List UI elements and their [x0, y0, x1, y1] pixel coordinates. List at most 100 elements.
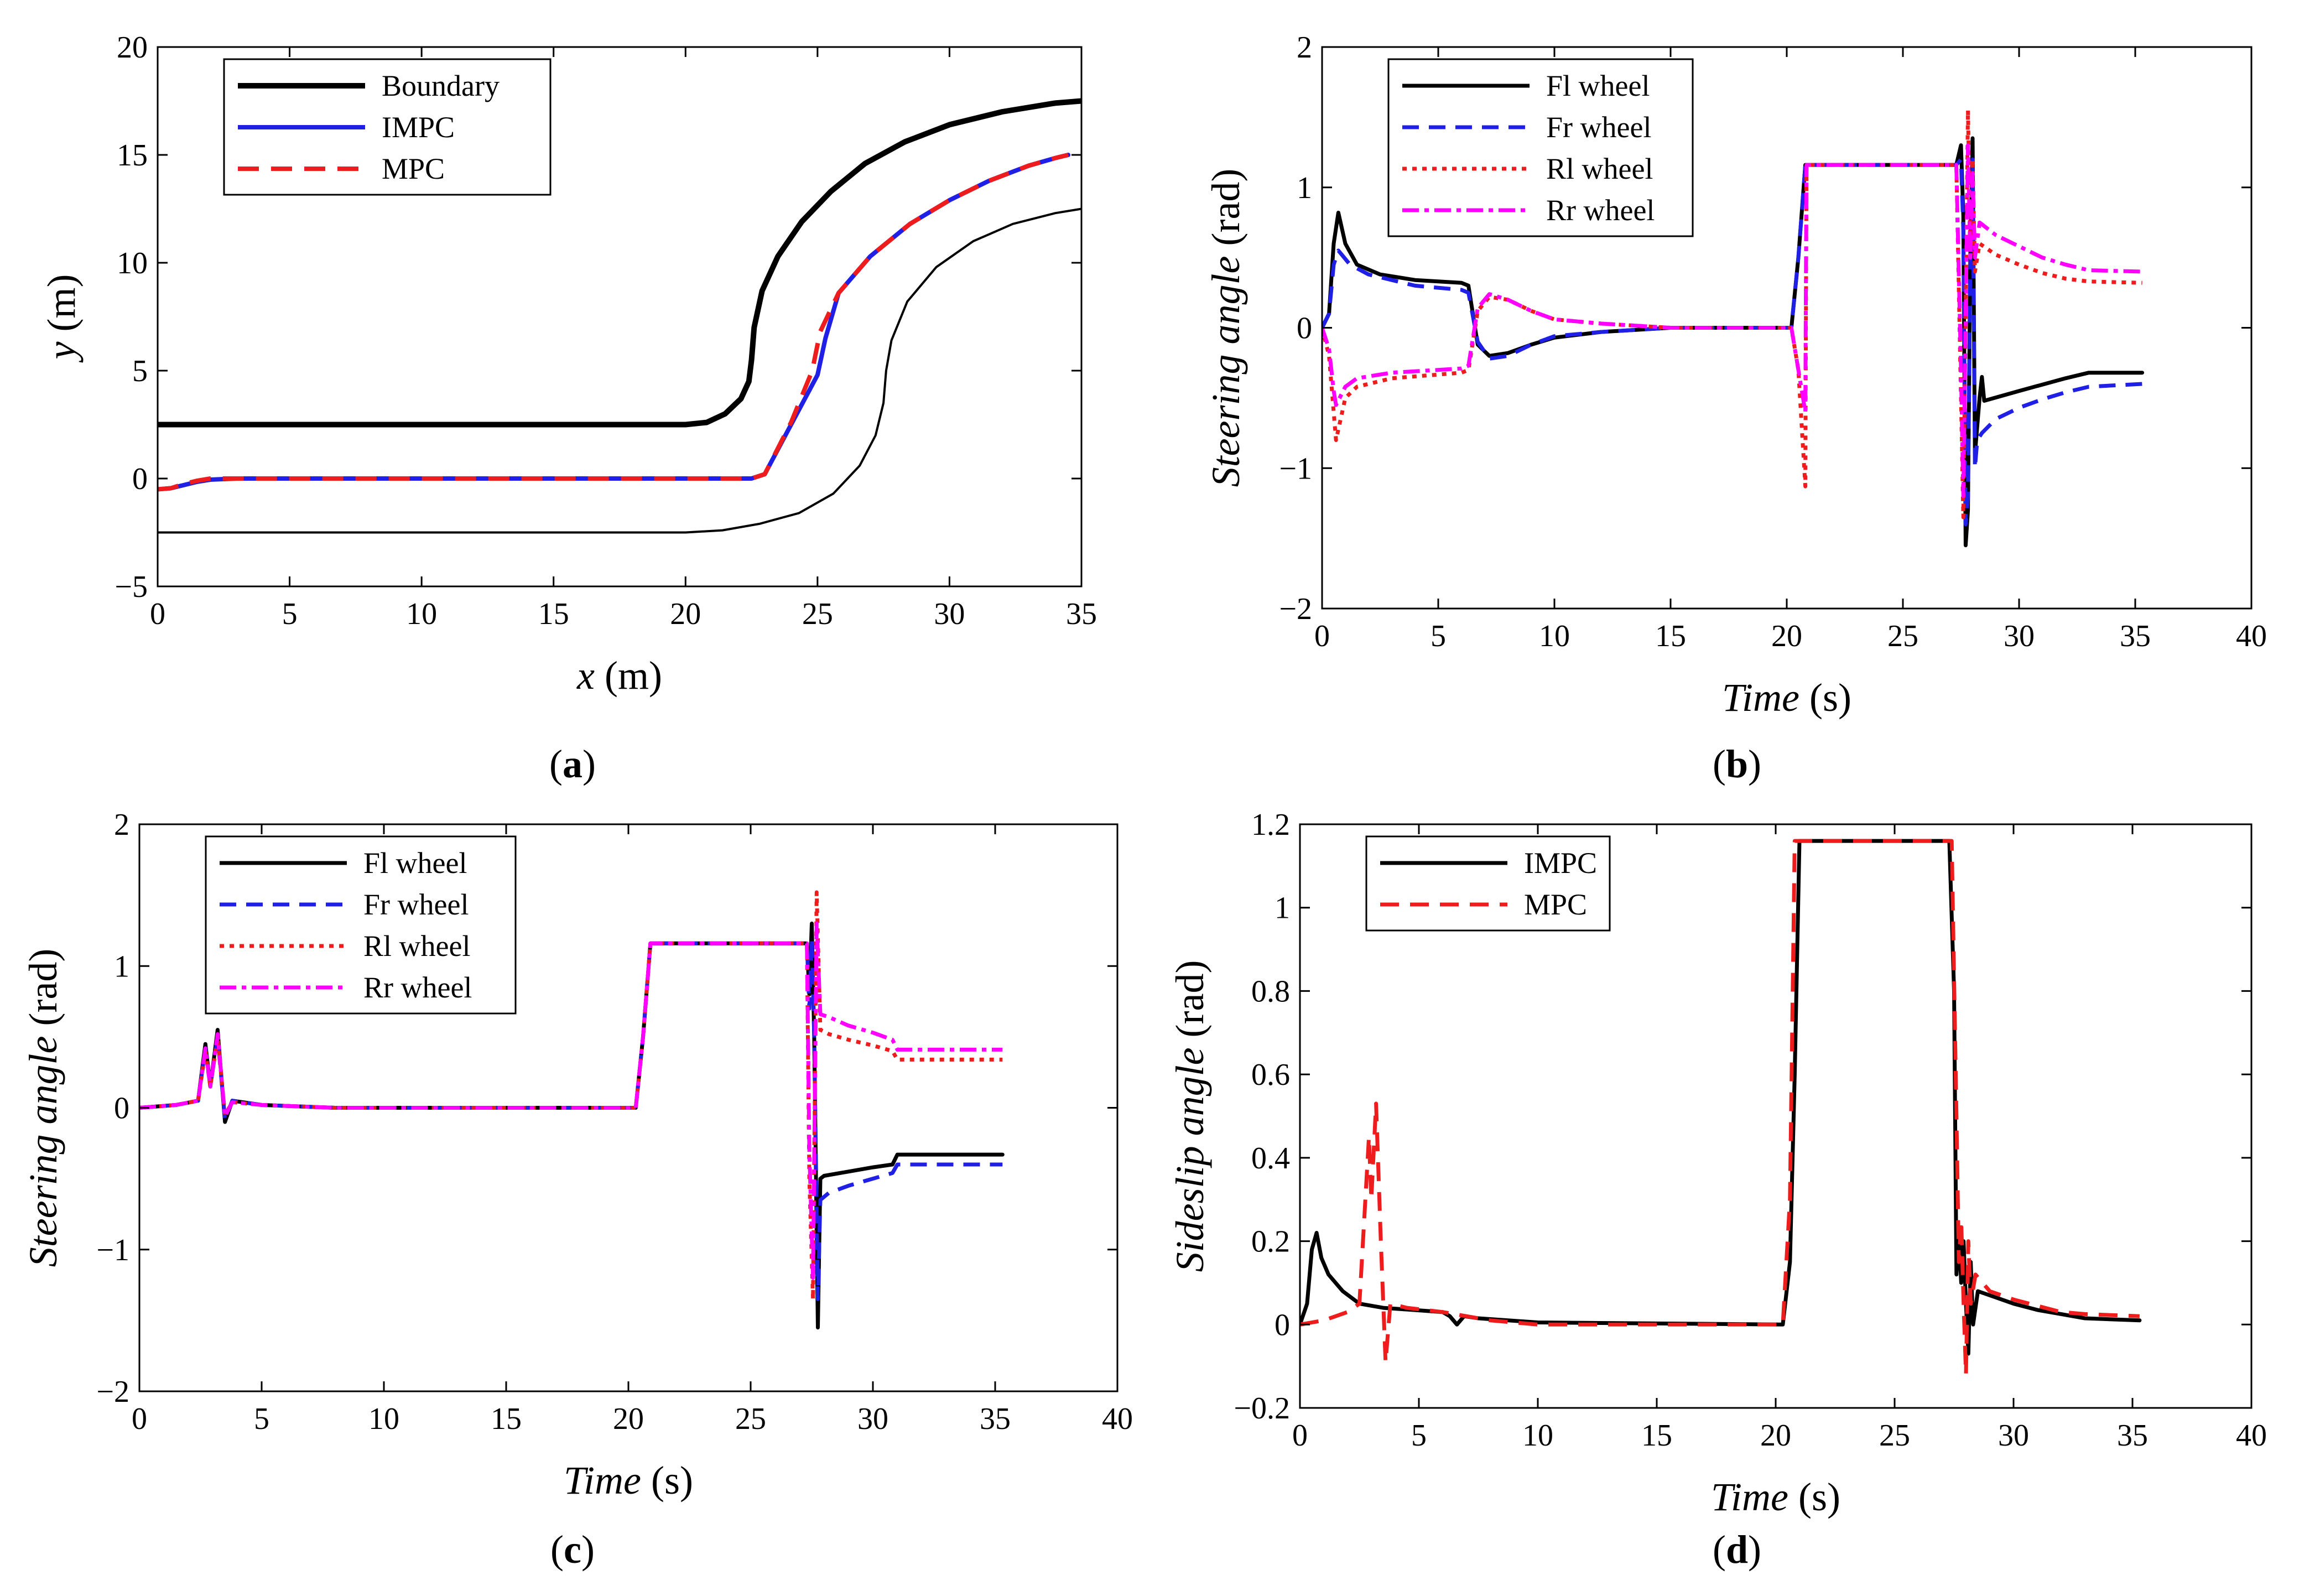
x-axis-label: Time (s) [564, 1458, 693, 1503]
legend-box [1365, 835, 1611, 932]
x-tick-label: 15 [1641, 1418, 1672, 1453]
y-tick-label: −1 [1279, 451, 1312, 486]
x-tick-label: 25 [1879, 1418, 1910, 1453]
x-tick-label: 5 [282, 597, 298, 631]
y-tick-label: 0.8 [1251, 974, 1290, 1008]
plot-area [139, 890, 1005, 1330]
legend: Fl wheel Fr wheel Rl wheel Rr wheel [205, 835, 517, 1015]
y-tick-label: 1 [114, 949, 129, 984]
x-tick-label: 30 [934, 597, 965, 631]
legend-label: Boundary [382, 69, 500, 102]
x-tick-label: 35 [980, 1402, 1011, 1436]
y-tick-label: 1 [1297, 171, 1312, 205]
legend-label: Fl wheel [1546, 69, 1650, 102]
legend-box [205, 835, 517, 1015]
series-line-fr-wheel [139, 935, 1003, 1301]
y-axis-label: Steering angle (rad) [1204, 169, 1248, 487]
y-tick-label: 0.6 [1251, 1058, 1290, 1092]
legend-label: Fl wheel [363, 846, 467, 880]
series-line-track-edge [158, 207, 1081, 534]
x-tick-label: 35 [2120, 619, 2151, 653]
x-tick-label: 5 [254, 1402, 269, 1436]
x-tick-label: 25 [1887, 619, 1918, 653]
legend-label: MPC [382, 152, 445, 185]
y-tick-label: 0.4 [1251, 1141, 1290, 1176]
x-tick-label: 40 [2236, 619, 2267, 653]
legend-label: Rl wheel [1546, 152, 1653, 185]
axes-frame [157, 46, 1083, 588]
y-tick-label: 20 [117, 30, 148, 65]
x-tick-label: 20 [1771, 619, 1802, 653]
x-tick-label: 30 [857, 1402, 888, 1436]
x-tick-label: 0 [132, 1402, 147, 1436]
chart-panel-c: 0 5 10 15 20 25 30 35 40 −2 −1 0 1 2 Time (s) Steering … [21, 808, 1133, 1572]
x-tick-label: 30 [2004, 619, 2035, 653]
x-tick-label: 10 [406, 597, 437, 631]
series-line-boundary [158, 98, 1081, 428]
y-tick-label: 0 [114, 1091, 129, 1126]
y-tick-label: 1 [1275, 891, 1290, 926]
y-tick-label: −1 [96, 1233, 129, 1267]
x-tick-label: 0 [1292, 1418, 1308, 1453]
x-tick-label: 20 [670, 597, 701, 631]
y-tick-label: 0.2 [1251, 1225, 1290, 1259]
x-tick-label: 20 [1760, 1418, 1791, 1453]
series-line-rl-wheel [1322, 108, 2142, 519]
panel-caption: (b) [1713, 742, 1761, 786]
legend: Fl wheel Fr wheel Rl wheel Rr wheel [1387, 58, 1694, 237]
legend-label: MPC [1524, 888, 1587, 921]
y-axis-label: Sideslip angle (rad) [1168, 960, 1212, 1272]
y-tick-label: 5 [132, 354, 148, 388]
chart-panel-d: 0 5 10 15 20 25 30 35 40−0.200.20.40.60.811.2Tim… [1168, 808, 2267, 1572]
y-axis-label: Steering angle (rad) [21, 949, 65, 1267]
y-tick-label: −2 [1279, 592, 1312, 626]
y-tick-label: 2 [1297, 30, 1312, 65]
x-tick-label: 5 [1431, 619, 1446, 653]
x-axis-label: Time (s) [1722, 675, 1851, 720]
x-axis-label: x (m) [576, 653, 662, 698]
chart-panel-b: 0 5 10 15 20 25 30 35 40 −2 −1 0 1 2 Time (s) Steering … [1204, 30, 2267, 786]
x-tick-label: 30 [1998, 1418, 2029, 1453]
x-axis-label: Time (s) [1711, 1475, 1840, 1519]
y-tick-label: 0 [1297, 311, 1312, 346]
x-tick-label: 10 [1522, 1418, 1553, 1453]
x-tick-label: 25 [735, 1402, 766, 1436]
y-tick-label: −5 [115, 570, 148, 604]
y-tick-label: −2 [96, 1375, 129, 1409]
y-axis-label: y (m) [39, 274, 84, 363]
x-tick-label: 10 [368, 1402, 399, 1436]
x-tick-label: 5 [1411, 1418, 1427, 1453]
plot-area [158, 98, 1081, 534]
x-tick-label: 15 [538, 597, 569, 631]
legend-label: Fr wheel [363, 888, 469, 921]
legend-label: Fr wheel [1546, 111, 1651, 144]
x-tick-label: 25 [802, 597, 833, 631]
y-tick-label: 10 [117, 246, 148, 280]
y-tick-label: 0 [132, 462, 148, 496]
x-tick-label: 10 [1539, 619, 1570, 653]
x-tick-label: 35 [2117, 1418, 2148, 1453]
legend: Boundary IMPC MPC [223, 58, 552, 196]
panel-caption: (d) [1713, 1527, 1761, 1572]
y-tick-label: 1.2 [1251, 808, 1290, 842]
x-tick-label: 15 [491, 1402, 522, 1436]
legend-box [1387, 58, 1694, 237]
x-tick-label: 20 [613, 1402, 644, 1436]
legend-label: IMPC [382, 111, 455, 144]
x-tick-label: 0 [1314, 619, 1330, 653]
legend-label: Rr wheel [1546, 194, 1655, 227]
series-line-impc [158, 153, 1071, 492]
legend-label: IMPC [1524, 846, 1597, 880]
x-tick-label: 35 [1066, 597, 1097, 631]
y-tick-label: 2 [114, 808, 129, 842]
legend-label: Rl wheel [363, 929, 470, 963]
series-line-rr-wheel [139, 921, 1003, 1280]
series-line-impc [1300, 839, 2142, 1356]
plot-area [1322, 108, 2145, 548]
x-tick-label: 0 [150, 597, 165, 631]
panel-caption: (c) [550, 1527, 595, 1572]
series-line-fr-wheel [1322, 157, 2142, 527]
panel-caption: (a) [549, 742, 596, 786]
